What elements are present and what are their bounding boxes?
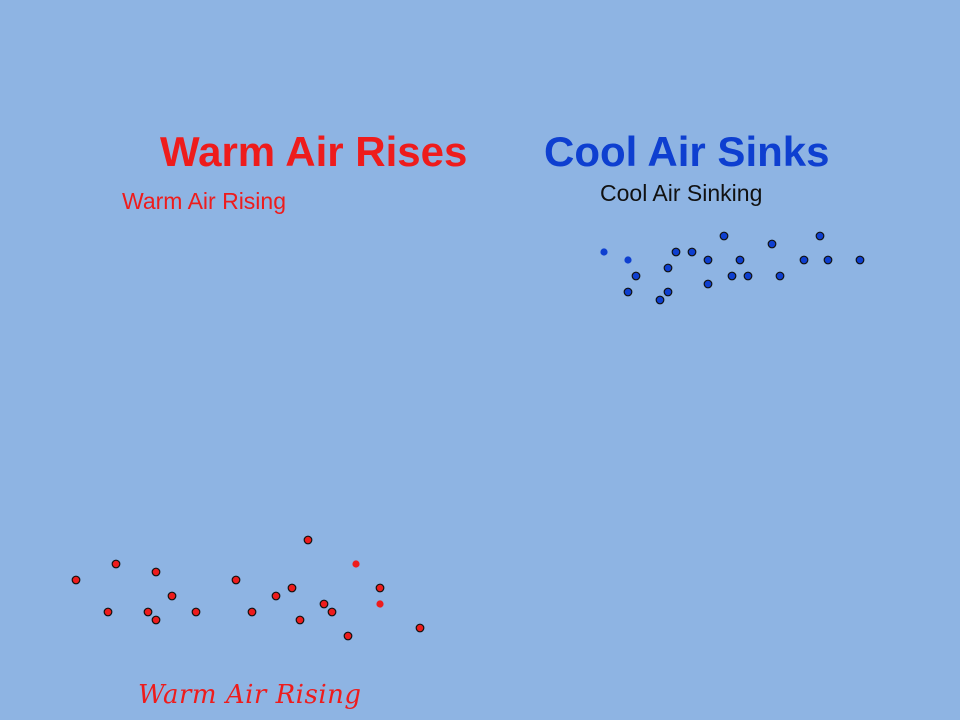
- title-cool-air-sinks: Cool Air Sinks: [544, 128, 830, 175]
- warm-air-particle: [271, 591, 281, 601]
- title-warm-air-rises: Warm Air Rises: [160, 128, 468, 175]
- cool-air-particle: [735, 255, 745, 265]
- warm-air-particle: [352, 560, 360, 568]
- cool-air-particle: [767, 239, 777, 249]
- warm-air-particle: [327, 607, 337, 617]
- cool-air-particle: [855, 255, 865, 265]
- cool-air-particle: [687, 247, 697, 257]
- label-warm-air-rising-top: Warm Air Rising: [122, 188, 286, 214]
- cool-air-particle: [623, 287, 633, 297]
- label-cool-air-sinking: Cool Air Sinking: [600, 180, 763, 206]
- warm-air-particle: [111, 559, 121, 569]
- cool-air-particle: [719, 231, 729, 241]
- cool-air-particle: [823, 255, 833, 265]
- warm-air-particle: [375, 583, 385, 593]
- warm-air-particle: [151, 615, 161, 625]
- cool-air-particle: [727, 271, 737, 281]
- warm-air-particle: [287, 583, 297, 593]
- warm-air-particle: [295, 615, 305, 625]
- warm-air-particle: [319, 599, 329, 609]
- cool-air-particle: [663, 287, 673, 297]
- label-warm-air-rising-bottom: Warm Air Rising: [138, 680, 362, 710]
- cool-air-particle: [743, 271, 753, 281]
- warm-air-particle: [191, 607, 201, 617]
- slide-title: Warm Air Rises Cool Air Sinks: [0, 124, 960, 184]
- warm-air-particle: [103, 607, 113, 617]
- warm-air-particle: [167, 591, 177, 601]
- warm-air-particle: [415, 623, 425, 633]
- cool-air-particle: [703, 279, 713, 289]
- warm-air-particle: [71, 575, 81, 585]
- cool-air-particle: [655, 295, 665, 305]
- cool-air-particle: [671, 247, 681, 257]
- cool-air-particles: [600, 231, 865, 305]
- warm-air-particle: [151, 567, 161, 577]
- warm-air-particle: [231, 575, 241, 585]
- warm-air-particle: [303, 535, 313, 545]
- warm-air-particles: [71, 535, 425, 641]
- warm-air-particle: [343, 631, 353, 641]
- warm-air-particle: [247, 607, 257, 617]
- cool-air-particle: [600, 248, 608, 256]
- cool-air-particle: [663, 263, 673, 273]
- cool-air-particle: [703, 255, 713, 265]
- warm-air-particle: [376, 600, 384, 608]
- cool-air-particle: [799, 255, 809, 265]
- cool-air-particle: [775, 271, 785, 281]
- cool-air-particle: [815, 231, 825, 241]
- cool-air-particle: [624, 256, 632, 264]
- cool-air-particle: [631, 271, 641, 281]
- warm-air-particle: [143, 607, 153, 617]
